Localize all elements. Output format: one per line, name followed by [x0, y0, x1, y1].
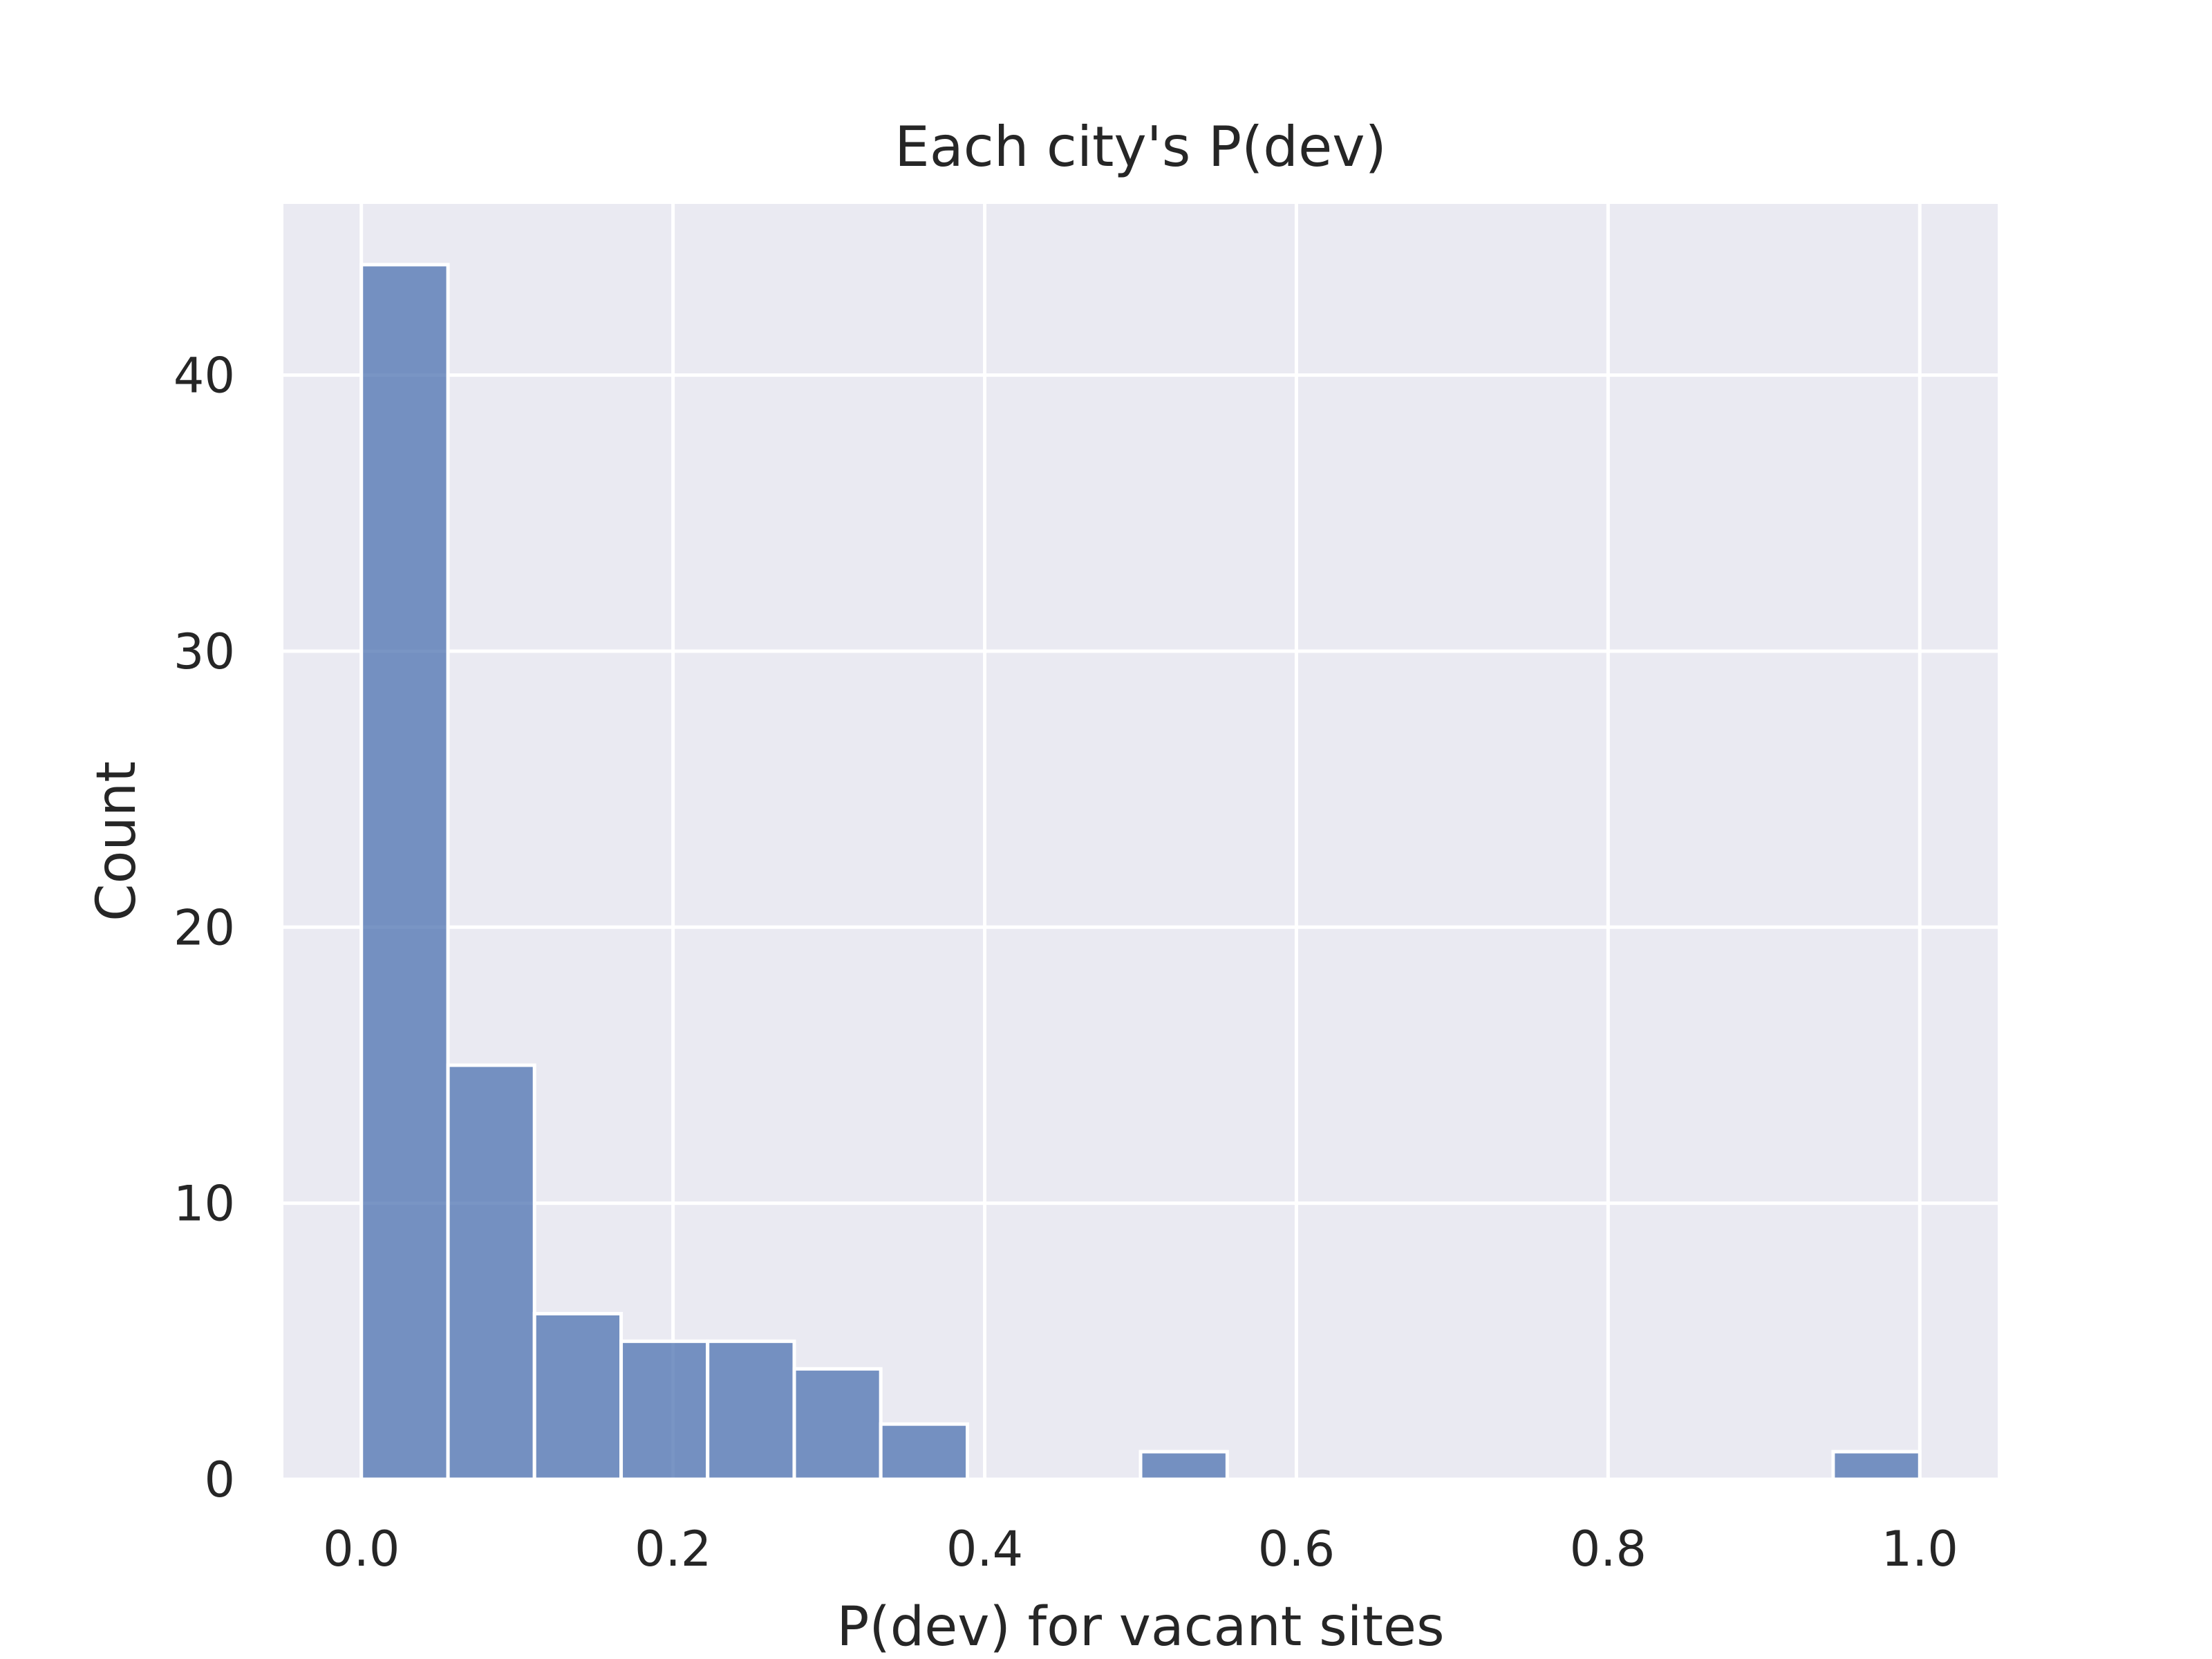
chart-title: Each city's P(dev) — [894, 115, 1387, 179]
x-tick-label: 0.6 — [1258, 1521, 1335, 1577]
y-tick-label: 0 — [204, 1452, 235, 1508]
histogram-bar — [532, 1311, 624, 1481]
x-tick-label: 0.0 — [323, 1521, 400, 1577]
y-tick-label: 40 — [174, 348, 235, 404]
y-axis-label: Count — [86, 761, 148, 921]
y-tick-labels: 0 10 20 30 40 — [174, 348, 235, 1508]
histogram-bar — [359, 263, 450, 1481]
plot-background — [283, 204, 1998, 1479]
histogram-bar — [446, 1063, 536, 1481]
y-tick-label: 30 — [174, 624, 235, 680]
x-axis-label: P(dev) for vacant sites — [836, 1596, 1444, 1658]
x-tick-label: 0.2 — [635, 1521, 711, 1577]
histogram-bar — [619, 1339, 710, 1481]
x-tick-label: 1.0 — [1882, 1521, 1958, 1577]
y-tick-label: 10 — [174, 1176, 235, 1232]
histogram-bar — [1138, 1450, 1229, 1481]
histogram-bars — [359, 263, 1922, 1481]
histogram-bar — [879, 1422, 970, 1481]
x-tick-label: 0.4 — [946, 1521, 1023, 1577]
y-tick-label: 20 — [174, 899, 235, 956]
x-tick-label: 0.8 — [1570, 1521, 1647, 1577]
histogram-bar — [706, 1339, 796, 1481]
histogram-bar — [792, 1367, 883, 1481]
x-tick-labels: 0.0 0.2 0.4 0.6 0.8 1.0 — [323, 1521, 1958, 1577]
histogram-bar — [1831, 1450, 1922, 1481]
